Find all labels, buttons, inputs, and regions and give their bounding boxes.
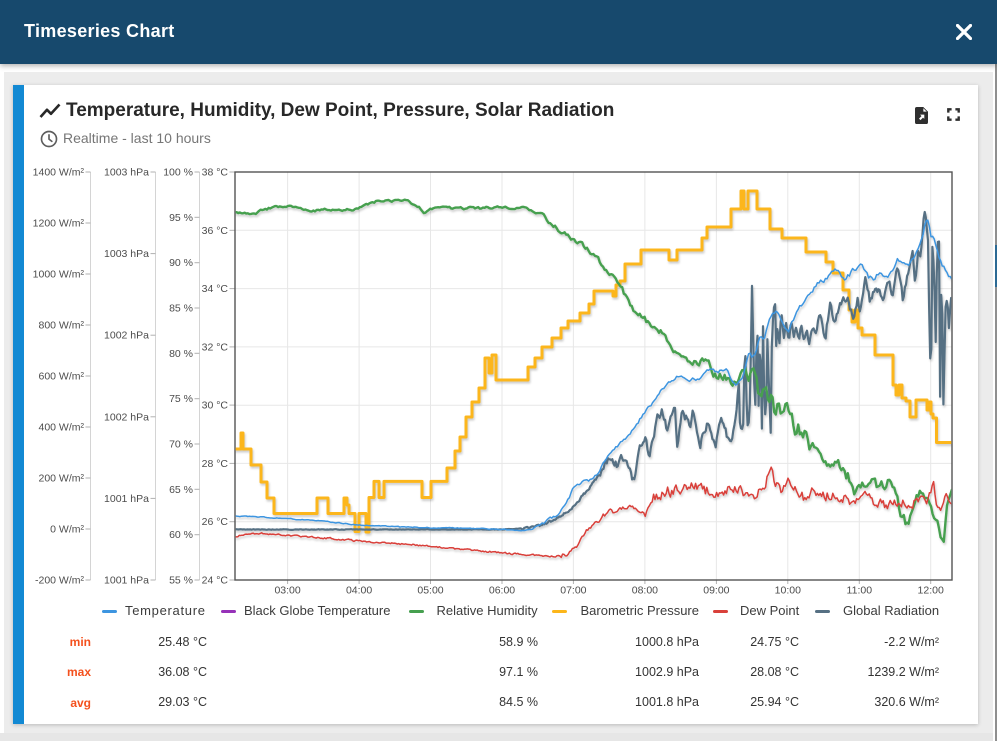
svg-text:04:00: 04:00 (346, 585, 372, 597)
svg-text:1400 W/m²: 1400 W/m² (33, 167, 85, 179)
svg-text:09:00: 09:00 (703, 585, 729, 597)
svg-text:85 %: 85 % (169, 303, 193, 315)
svg-text:1001 hPa: 1001 hPa (104, 575, 149, 587)
svg-text:32 °C: 32 °C (202, 341, 229, 353)
svg-text:07:00: 07:00 (560, 585, 586, 597)
svg-text:100 %: 100 % (163, 167, 193, 179)
svg-text:08:00: 08:00 (632, 585, 658, 597)
svg-text:36 °C: 36 °C (202, 225, 229, 237)
svg-text:1200 W/m²: 1200 W/m² (33, 218, 85, 230)
svg-text:90 %: 90 % (169, 257, 193, 269)
svg-text:1003 hPa: 1003 hPa (104, 167, 149, 179)
svg-text:1001 hPa: 1001 hPa (104, 493, 149, 505)
svg-text:11:00: 11:00 (847, 585, 873, 597)
svg-text:26 °C: 26 °C (202, 516, 229, 528)
svg-text:1000 W/m²: 1000 W/m² (33, 269, 85, 281)
svg-text:70 %: 70 % (169, 439, 193, 451)
svg-text:30 °C: 30 °C (202, 400, 229, 412)
svg-text:600 W/m²: 600 W/m² (38, 371, 84, 383)
svg-text:38 °C: 38 °C (202, 167, 229, 179)
svg-text:05:00: 05:00 (417, 585, 443, 597)
svg-text:34 °C: 34 °C (202, 283, 229, 295)
svg-text:-200 W/m²: -200 W/m² (35, 575, 85, 587)
svg-text:55 %: 55 % (169, 575, 193, 587)
svg-text:65 %: 65 % (169, 484, 193, 496)
svg-text:06:00: 06:00 (489, 585, 515, 597)
svg-text:1002 hPa: 1002 hPa (104, 411, 149, 423)
svg-text:10:00: 10:00 (775, 585, 801, 597)
svg-text:60 %: 60 % (169, 529, 193, 541)
svg-text:95 %: 95 % (169, 212, 193, 224)
svg-text:28 °C: 28 °C (202, 458, 229, 470)
svg-text:1002 hPa: 1002 hPa (104, 330, 149, 342)
svg-text:75 %: 75 % (169, 393, 193, 405)
svg-text:80 %: 80 % (169, 348, 193, 360)
svg-text:24 °C: 24 °C (202, 575, 229, 587)
svg-text:800 W/m²: 800 W/m² (38, 320, 84, 332)
svg-text:1003 hPa: 1003 hPa (104, 248, 149, 260)
svg-text:400 W/m²: 400 W/m² (38, 422, 84, 434)
svg-text:0 W/m²: 0 W/m² (50, 524, 84, 536)
svg-text:200 W/m²: 200 W/m² (38, 473, 84, 485)
svg-text:03:00: 03:00 (274, 585, 300, 597)
svg-text:12:00: 12:00 (918, 585, 944, 597)
